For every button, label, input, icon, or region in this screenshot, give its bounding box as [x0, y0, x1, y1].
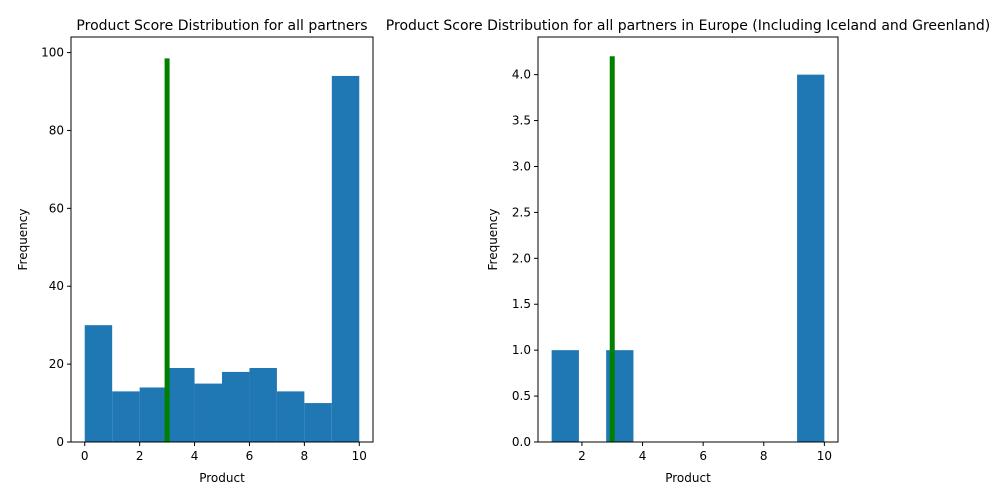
histogram-bar	[276, 391, 305, 443]
axes-frame	[537, 36, 839, 443]
y-tick-label: 2.0	[512, 251, 531, 265]
y-tick-label: 0.5	[512, 389, 531, 403]
x-tick-label: 8	[301, 449, 309, 463]
x-axis-label: Product	[199, 471, 245, 485]
x-tick-label: 0	[81, 449, 89, 463]
chart-title: Product Score Distribution for all partn…	[386, 18, 990, 34]
x-tick-label: 2	[578, 449, 586, 463]
x-tick-label: 2	[136, 449, 144, 463]
x-tick-label: 4	[191, 449, 199, 463]
chart-title: Product Score Distribution for all partn…	[76, 18, 367, 34]
histogram-bar	[112, 391, 140, 443]
histogram-bar	[84, 325, 113, 442]
y-tick-label: 20	[49, 357, 64, 371]
histogram-bar	[797, 74, 825, 443]
y-tick-label: 0	[56, 435, 64, 449]
y-tick-label: 1.5	[512, 297, 531, 311]
x-tick-label: 10	[817, 449, 832, 463]
y-axis-label: Frequency	[16, 209, 30, 271]
y-tick-label: 3.0	[512, 159, 531, 173]
x-tick-label: 10	[352, 449, 367, 463]
x-axis-label: Product	[665, 471, 711, 485]
y-tick-label: 2.5	[512, 205, 531, 219]
y-axis-label: Frequency	[486, 209, 500, 271]
histogram-bar	[167, 368, 195, 442]
x-tick-label: 8	[760, 449, 768, 463]
y-tick-label: 4.0	[512, 68, 531, 82]
chart-panel-europe: 2 4 6 8 10 0.0 0.5 1.0 1.5 2.0 2.5 3.0 3.5 4.0 Product…	[386, 18, 990, 485]
y-tick-label: 60	[49, 201, 64, 215]
histogram-bar	[551, 350, 579, 442]
y-tick-label: 40	[49, 279, 64, 293]
x-tick-label: 6	[246, 449, 254, 463]
y-tick-label: 100	[41, 46, 64, 60]
y-tick-label: 1.0	[512, 343, 531, 357]
histogram-bar	[222, 371, 250, 442]
histogram-bar	[331, 75, 360, 442]
histogram-bar	[304, 403, 332, 442]
y-tick-label: 0.0	[512, 435, 531, 449]
chart-panel-all-partners: 0 2 4 6 8 10020406080100ProductFrequencyProdu…	[16, 18, 374, 485]
y-tick-label: 3.5	[512, 114, 531, 128]
axes-frame	[70, 36, 374, 443]
histogram-bar	[194, 383, 222, 442]
histogram-bar	[249, 368, 277, 442]
histogram-bar	[139, 387, 168, 442]
y-tick-label: 80	[49, 123, 64, 137]
x-tick-label: 4	[639, 449, 647, 463]
x-tick-label: 6	[699, 449, 707, 463]
